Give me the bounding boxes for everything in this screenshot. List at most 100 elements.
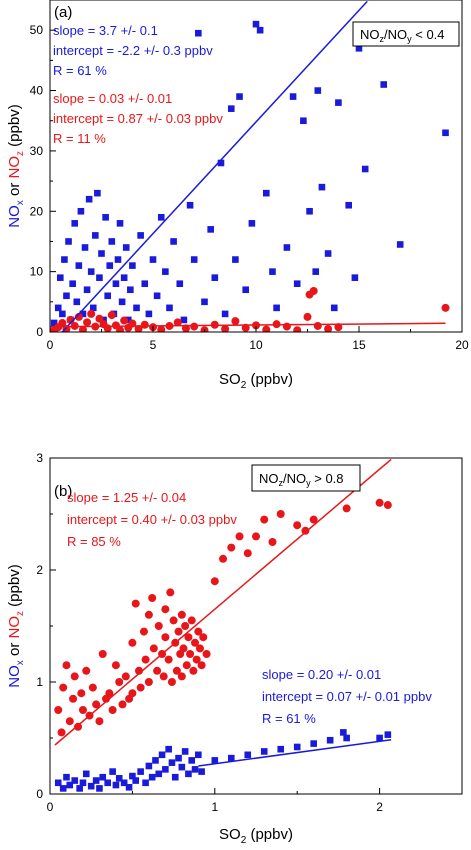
- panel-b-nox-point: [152, 757, 159, 764]
- panel-a-nox-point: [54, 304, 62, 312]
- panel-b-noz-point: [192, 655, 201, 664]
- panel-a-y-tick-label: 0: [36, 325, 43, 339]
- panel-b-noz-point: [121, 672, 130, 681]
- panel-b-noz-fit-line: [54, 458, 392, 746]
- panel-b-y-tick-label: 1: [36, 675, 43, 689]
- panel-b-frame: [49, 457, 463, 795]
- panel-a-noz-point: [157, 325, 166, 332]
- panel-b-nox-point: [109, 768, 116, 775]
- panel-a-nox-point: [153, 292, 161, 300]
- panel-b-noz-point: [167, 678, 176, 686]
- panel-a-nox-point: [190, 256, 198, 263]
- panel-a-nox-point: [116, 220, 124, 227]
- panel-b-condition-box: NOz/NOy > 0.8: [251, 464, 361, 492]
- panel-b-noz-point: [57, 728, 66, 737]
- panel-b-noz-point: [153, 666, 162, 675]
- panel-a-noz-point: [282, 322, 291, 331]
- panel-b-noz-point: [88, 683, 97, 692]
- panel-b-nox-point: [384, 731, 392, 738]
- panel-b-noz-point: [128, 638, 137, 647]
- panel-b-noz-point: [166, 588, 175, 597]
- panel-a-y-tick-label: 40: [30, 84, 44, 98]
- panel-a-nox-point: [293, 280, 301, 288]
- panel-b-noz-point: [191, 638, 200, 647]
- panel-a-x-tick-label: 20: [455, 338, 469, 352]
- panel-b-nox-point: [137, 768, 144, 775]
- panel-b-nox-point: [112, 781, 120, 789]
- panel-a-nox-point: [133, 304, 140, 312]
- panel-b-nox-point: [132, 777, 139, 784]
- panel-a-nox-point: [50, 319, 58, 327]
- panel-a-nox-point: [221, 310, 229, 318]
- panel-a-nox-point: [122, 244, 130, 251]
- panel-a-nox-point: [96, 274, 103, 281]
- panel-a-nox-point: [137, 232, 144, 239]
- panel-a-nox-point: [81, 244, 89, 251]
- panel-b-noz-annotation: slope = 1.25 +/- 0.04 intercept = 0.40 +…: [67, 490, 237, 549]
- panel-b-noz-point: [159, 672, 168, 681]
- panel-a-nox-point: [180, 316, 188, 324]
- panel-b-ylabel: NOx or NOz (ppbv): [6, 564, 26, 687]
- panel-a-nox-point: [236, 93, 243, 100]
- panel-a-nox-point: [127, 286, 134, 294]
- panel-a-nox-point: [314, 87, 322, 94]
- panel-a-y-tick-label: 50: [30, 23, 44, 37]
- panel-a-nox-point: [108, 238, 116, 245]
- panel-b-nox-point: [129, 772, 136, 780]
- panel-b-xlabel: SO2 (ppbv): [219, 826, 293, 846]
- panel-a-nox-point: [59, 310, 66, 318]
- panel-b-noz-point: [136, 683, 145, 692]
- panel-b-noz-point: [82, 666, 91, 675]
- panel-b-nox-point: [76, 785, 83, 792]
- panel-a-noz-point: [95, 314, 104, 323]
- panel-a-y-tick-label: 30: [30, 144, 44, 158]
- panel-a-nox-point: [300, 117, 307, 125]
- panel-b-nox-point: [92, 777, 100, 784]
- panel-a-noz-point: [221, 324, 230, 332]
- panel-b-noz-point: [144, 610, 153, 619]
- panel-b-noz-point: [186, 650, 195, 658]
- panel-b-nox-slope: slope = 0.20 +/- 0.01: [262, 667, 381, 682]
- panel-a-noz-fit-line: [50, 322, 446, 328]
- panel-b-noz-point: [161, 633, 170, 642]
- panel-a-nox-point: [252, 20, 260, 28]
- panel-b-noz-point: [195, 644, 204, 653]
- panel-b-noz-point: [108, 706, 117, 714]
- panel-a-nox-point: [69, 280, 76, 288]
- panel-a-noz-point: [293, 326, 302, 332]
- panel-b-noz-point: [92, 700, 101, 709]
- panel-a-y-tick-label: 10: [30, 265, 44, 279]
- panel-b-nox-point: [178, 763, 186, 771]
- panel-b-nox-point: [191, 766, 199, 773]
- panel-a-nox-point: [89, 304, 97, 312]
- panel-b-nox-point: [63, 773, 70, 781]
- panel-b-noz-point: [118, 700, 127, 709]
- panel-a-nox-r: R = 61 %: [53, 63, 107, 78]
- panel-a-marks: [50, 0, 450, 332]
- panel-b-noz-point: [54, 706, 63, 714]
- panel-a-nox-point: [106, 262, 114, 269]
- panel-a-nox-point: [248, 220, 256, 227]
- panel-b-noz-point: [62, 661, 71, 670]
- panel-b-x-tick-label: 0: [47, 800, 54, 814]
- panel-b-noz-point: [139, 627, 148, 636]
- panel-b-noz-point: [202, 650, 211, 658]
- panel-b-noz-point: [179, 644, 188, 653]
- panel-b-noz-point: [161, 605, 170, 614]
- panel-a-nox-point: [330, 304, 338, 312]
- panel-a-nox-point: [351, 274, 359, 281]
- panel-b-nox-point: [120, 779, 128, 787]
- panel-a-noz-r: R = 11 %: [53, 131, 106, 146]
- panel-a-noz-point: [441, 303, 450, 312]
- panel-b-nox-point: [155, 770, 163, 778]
- panel-a-noz-slope: slope = 0.03 +/- 0.01: [53, 91, 172, 106]
- panel-b-noz-point: [177, 610, 186, 619]
- svg-text:NOz/NOy > 0.8: NOz/NOy > 0.8: [259, 471, 344, 488]
- panel-a-nox-point: [242, 286, 249, 294]
- panel-a-noz-point: [120, 316, 129, 325]
- panel-a-noz-point: [66, 315, 75, 324]
- panel-a-nox-point: [145, 310, 153, 318]
- svg-text:NOz/NOy < 0.4: NOz/NOy < 0.4: [360, 27, 445, 44]
- panel-a-nox-point: [186, 201, 194, 209]
